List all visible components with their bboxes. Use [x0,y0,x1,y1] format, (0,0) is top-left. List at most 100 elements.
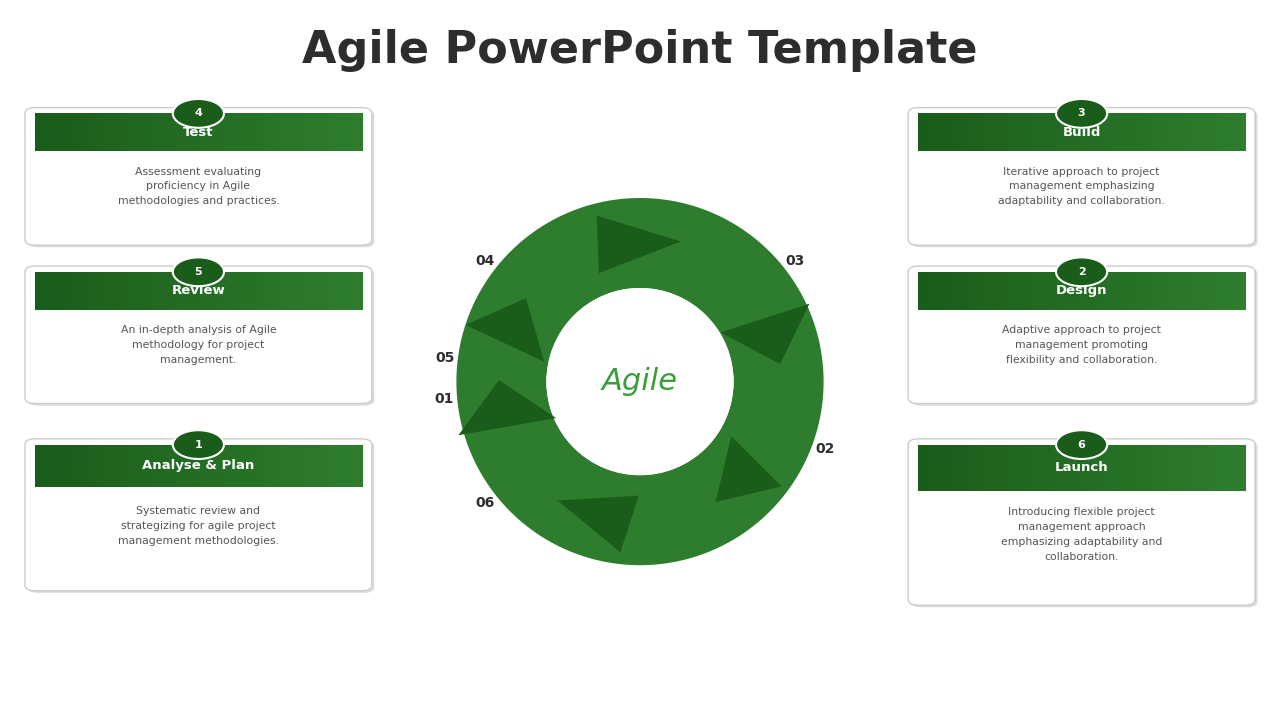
Polygon shape [466,298,544,361]
FancyBboxPatch shape [305,271,314,310]
FancyBboxPatch shape [984,113,993,151]
FancyBboxPatch shape [215,271,224,310]
Text: 05: 05 [435,351,454,364]
FancyBboxPatch shape [934,271,945,310]
FancyBboxPatch shape [1089,271,1100,310]
FancyBboxPatch shape [157,271,168,310]
FancyBboxPatch shape [1155,113,1165,151]
FancyBboxPatch shape [1050,113,1059,151]
Circle shape [1056,257,1107,286]
Text: 4: 4 [195,109,202,118]
Ellipse shape [547,288,733,475]
FancyBboxPatch shape [150,444,159,487]
FancyBboxPatch shape [1033,113,1042,151]
FancyBboxPatch shape [109,444,118,487]
FancyBboxPatch shape [1114,113,1124,151]
FancyBboxPatch shape [206,113,216,151]
FancyBboxPatch shape [297,444,306,487]
FancyBboxPatch shape [174,271,183,310]
FancyBboxPatch shape [1229,271,1238,310]
FancyBboxPatch shape [329,271,338,310]
FancyBboxPatch shape [116,444,127,487]
FancyBboxPatch shape [1065,444,1075,491]
FancyBboxPatch shape [35,271,45,310]
FancyBboxPatch shape [346,113,355,151]
FancyBboxPatch shape [1016,271,1025,310]
FancyBboxPatch shape [166,444,175,487]
FancyBboxPatch shape [951,113,960,151]
FancyBboxPatch shape [51,271,61,310]
FancyBboxPatch shape [92,444,102,487]
FancyBboxPatch shape [1188,444,1197,491]
FancyBboxPatch shape [1188,271,1197,310]
FancyBboxPatch shape [141,271,151,310]
FancyBboxPatch shape [76,444,86,487]
Text: 01: 01 [434,392,454,406]
FancyBboxPatch shape [1180,271,1189,310]
FancyBboxPatch shape [934,113,945,151]
FancyBboxPatch shape [975,271,986,310]
FancyBboxPatch shape [1089,444,1100,491]
FancyBboxPatch shape [1164,444,1172,491]
FancyBboxPatch shape [1147,444,1156,491]
FancyBboxPatch shape [191,271,200,310]
FancyBboxPatch shape [1204,444,1213,491]
FancyBboxPatch shape [1000,444,1010,491]
FancyBboxPatch shape [1155,444,1165,491]
FancyBboxPatch shape [271,113,282,151]
FancyBboxPatch shape [329,444,338,487]
FancyBboxPatch shape [182,444,192,487]
FancyBboxPatch shape [1123,271,1132,310]
FancyBboxPatch shape [92,113,102,151]
FancyBboxPatch shape [1033,271,1042,310]
FancyBboxPatch shape [297,271,306,310]
FancyBboxPatch shape [125,444,134,487]
FancyBboxPatch shape [1024,444,1034,491]
FancyBboxPatch shape [92,271,102,310]
Text: 5: 5 [195,267,202,276]
Text: Systematic review and
strategizing for agile project
management methodologies.: Systematic review and strategizing for a… [118,506,279,546]
FancyBboxPatch shape [84,113,93,151]
FancyBboxPatch shape [116,113,127,151]
FancyBboxPatch shape [280,444,289,487]
FancyBboxPatch shape [1139,271,1148,310]
FancyBboxPatch shape [215,444,224,487]
FancyBboxPatch shape [264,271,273,310]
FancyBboxPatch shape [247,271,257,310]
FancyBboxPatch shape [247,113,257,151]
FancyBboxPatch shape [1236,444,1247,491]
FancyBboxPatch shape [35,444,45,487]
FancyBboxPatch shape [24,107,372,245]
Text: 1: 1 [195,440,202,449]
FancyBboxPatch shape [51,113,61,151]
Polygon shape [458,380,556,435]
FancyBboxPatch shape [1041,113,1050,151]
FancyBboxPatch shape [182,113,192,151]
FancyBboxPatch shape [76,113,86,151]
Text: Introducing flexible project
management approach
emphasizing adaptability and
co: Introducing flexible project management … [1001,507,1162,562]
FancyBboxPatch shape [1212,444,1221,491]
FancyBboxPatch shape [271,444,282,487]
FancyBboxPatch shape [1212,271,1221,310]
FancyBboxPatch shape [101,271,110,310]
FancyBboxPatch shape [353,271,364,310]
FancyBboxPatch shape [174,113,183,151]
FancyBboxPatch shape [346,444,355,487]
Text: 2: 2 [1078,267,1085,276]
FancyBboxPatch shape [1000,271,1010,310]
FancyBboxPatch shape [312,444,323,487]
FancyBboxPatch shape [975,113,986,151]
FancyBboxPatch shape [232,113,241,151]
FancyBboxPatch shape [1041,271,1050,310]
FancyBboxPatch shape [68,113,77,151]
Polygon shape [457,198,823,565]
FancyBboxPatch shape [943,444,952,491]
FancyBboxPatch shape [84,444,93,487]
FancyBboxPatch shape [1106,271,1116,310]
FancyBboxPatch shape [305,444,314,487]
FancyBboxPatch shape [1098,113,1107,151]
Circle shape [1056,99,1107,127]
Text: An in-depth analysis of Agile
methodology for project
management.: An in-depth analysis of Agile methodolog… [120,325,276,364]
FancyBboxPatch shape [60,271,69,310]
FancyBboxPatch shape [1106,444,1116,491]
